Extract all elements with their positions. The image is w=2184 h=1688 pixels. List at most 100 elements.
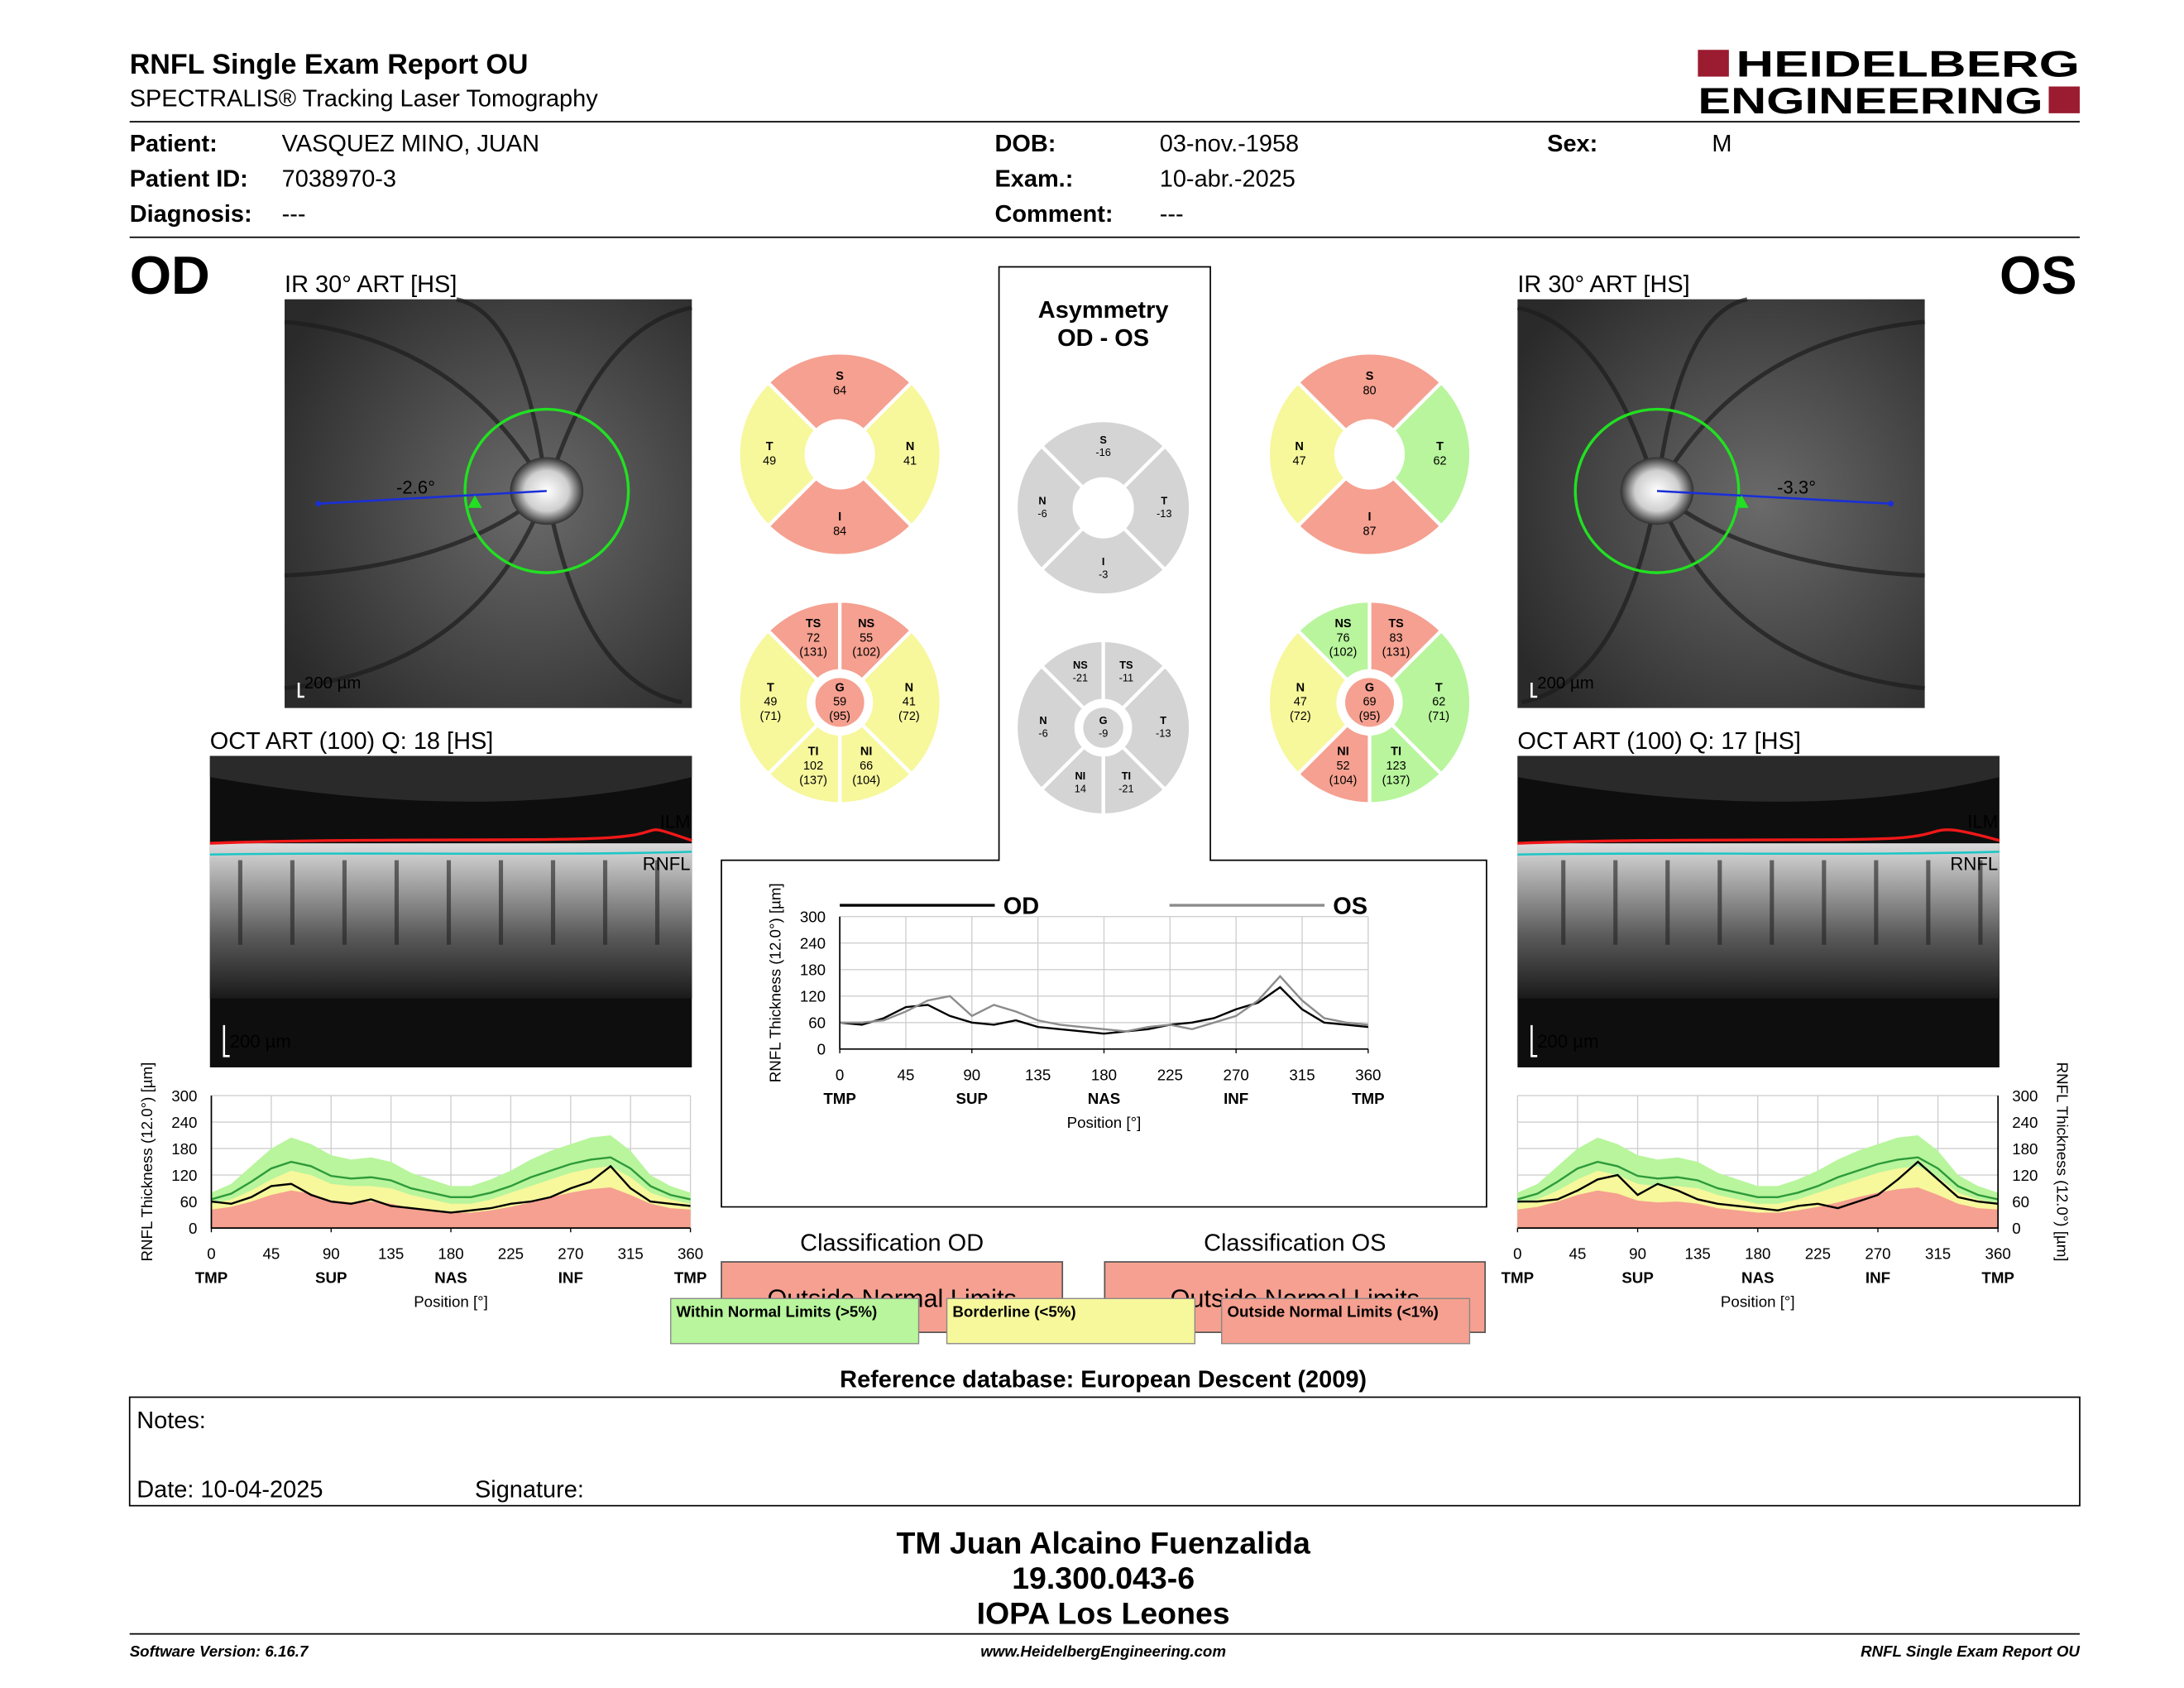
sector-reference: (104) [852,774,880,787]
y-tick-label: 0 [817,1041,826,1058]
x-tick-label: 225 [1157,1066,1183,1083]
layer-label: RNFL [643,854,691,875]
dial-sector [1038,525,1168,597]
report-subtitle: SPECTRALIS® Tracking Laser Tomography [130,85,599,112]
x-tick-label: 225 [1805,1245,1831,1263]
axis [210,1096,691,1229]
dial-sector [1121,444,1193,573]
oct-shadow [550,860,556,945]
sector-label: TS [806,617,821,631]
sector-label: T [767,681,774,694]
sector-value: -6 [1037,507,1046,520]
dial-sector [1013,444,1085,573]
dial-sector [1367,722,1444,806]
oct-shadow [290,860,295,945]
x-tick-label: 225 [498,1245,524,1263]
sector-label: I [1368,511,1372,524]
sector-value: -16 [1095,446,1110,458]
x-tick-label: 270 [558,1245,583,1263]
x-region-label: SUP [1621,1269,1654,1287]
thickness-line [1517,1156,1999,1201]
oct-shadow [1978,860,1983,945]
fovea-point [315,501,322,507]
vessel [284,319,549,492]
sector-value: -13 [1156,727,1171,740]
x-region-label: INF [1224,1090,1248,1107]
sector-reference: (137) [799,774,827,787]
x-region-label: TMP [1352,1090,1385,1107]
thickness-line [840,974,1368,1033]
oct-shadow [237,860,242,945]
oct-shadow [602,860,608,945]
y-tick-label: 240 [171,1114,197,1131]
vessel [1655,490,1925,691]
signer-line: 19.300.043-6 [1012,1561,1195,1595]
fundus-image [1517,299,1925,708]
dial-sector [1295,722,1372,806]
sector-value: 76 [1336,631,1349,645]
x-tick-label: 90 [1629,1245,1646,1263]
legend-swatch [670,1297,920,1345]
sector-label: TI [1391,746,1401,759]
rnfl-line [209,851,692,856]
sector-label: N [1038,494,1046,506]
dial-center [815,678,864,727]
footer-text: Software Version: 6.16.7 [130,1642,309,1660]
ilm-line [209,828,692,845]
y-tick-label: 240 [2012,1114,2038,1131]
oct-shadow [1822,860,1827,945]
x-axis-label: Position [°] [414,1293,488,1311]
y-axis-label: RNFL Thickness (12.0°) [µm] [2054,1062,2071,1262]
x-tick-label: 270 [1224,1066,1249,1083]
oct-vitreous [209,755,692,802]
vessel [1655,319,1925,492]
notes-signature: Signature: [475,1476,584,1503]
y-tick-label: 120 [171,1167,197,1184]
oct-shadow [1665,860,1670,945]
x-region-label: TMP [823,1090,856,1107]
reference-database: Reference database: European Descent (20… [840,1367,1367,1393]
sector-label: N [905,681,913,694]
sector-label: TI [808,746,819,759]
oct-shadow [655,860,660,945]
rnfl-line [1517,851,2000,856]
sector-label: N [906,440,914,453]
y-tick-label: 180 [171,1140,197,1158]
sector-value: -9 [1099,727,1108,740]
x-region-label: INF [558,1269,583,1287]
scale-bar [223,1024,230,1057]
sector-value: 102 [803,760,823,773]
x-tick-label: 360 [1985,1245,2011,1263]
sector-value: 69 [1363,696,1376,709]
x-tick-label: 0 [1513,1245,1521,1263]
fovea-point [1888,501,1894,507]
legend-swatch [946,1297,1196,1345]
sector-value: 84 [833,525,846,539]
x-region-label: SUP [315,1269,347,1287]
y-tick-label: 120 [800,988,826,1005]
notes-box [128,1396,2081,1507]
sector-label: I [1102,555,1105,568]
sector-value: 55 [860,631,873,645]
x-tick-label: 135 [1685,1245,1711,1263]
legend-label: Outside Normal Limits (<1%) [1228,1302,1439,1320]
sector-reference: (102) [852,646,880,659]
sector-label: TS [1388,617,1404,631]
sector-value: 62 [1433,455,1446,468]
x-tick-label: 315 [1925,1245,1951,1263]
norm-band [211,1187,691,1229]
legend-label: OD [1003,893,1039,919]
sector-label: NS [1073,659,1088,671]
field-label: Exam.: [994,165,1073,192]
y-tick-label: 180 [2012,1140,2038,1158]
sector-label: N [1039,714,1046,727]
ir-scale: 200 µm [304,674,362,693]
x-tick-label: 360 [678,1245,703,1263]
oct-shadow [1613,860,1618,945]
dial-sector [837,599,914,683]
y-tick-label: 300 [171,1087,197,1105]
sector-reference: (104) [1329,774,1358,787]
vessel [456,297,549,492]
y-tick-label: 0 [2012,1220,2020,1237]
